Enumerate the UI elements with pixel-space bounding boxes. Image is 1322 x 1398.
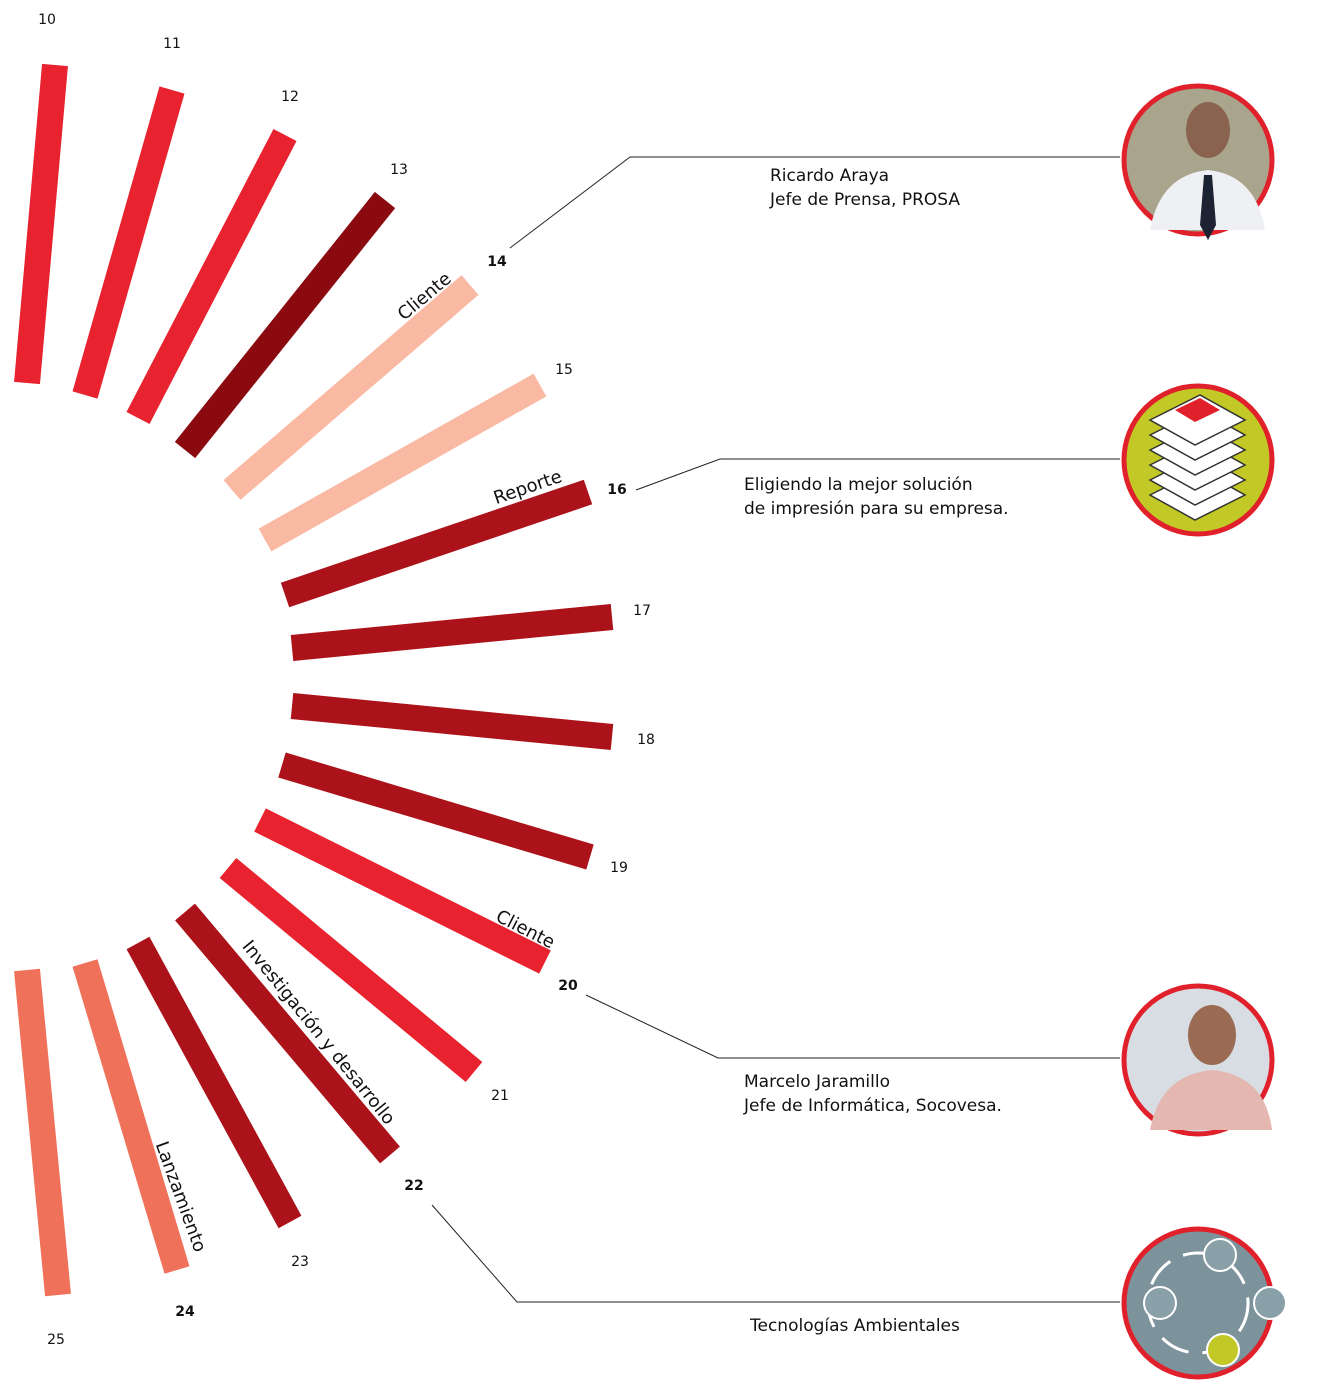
page-number: 17 (633, 603, 651, 619)
page-number: 23 (291, 1254, 309, 1270)
toc-diagram: 10111213141516171819202122232425ClienteR… (0, 0, 1322, 1398)
section-bar (292, 617, 612, 648)
page-number: 21 (491, 1088, 509, 1104)
callout-text: Jefe de Informática, Socovesa. (743, 1096, 1002, 1116)
section-bar (292, 706, 612, 737)
page-number: 20 (558, 978, 578, 994)
callout-text: Tecnologías Ambientales (749, 1316, 960, 1336)
page-number: 13 (390, 162, 408, 178)
section-bar (185, 200, 385, 450)
page-number: 11 (163, 36, 181, 52)
section-bar (185, 912, 390, 1155)
section-label: Investigación y desarrollo (238, 936, 400, 1129)
labels: 10111213141516171819202122232425ClienteR… (38, 12, 1009, 1348)
callout-text: de impresión para su empresa. (744, 499, 1009, 519)
page-number: 18 (637, 732, 655, 748)
document-icon (1124, 386, 1272, 534)
section-bar (27, 970, 58, 1295)
page-number: 10 (38, 12, 56, 28)
bars (27, 65, 612, 1295)
section-bar (27, 65, 55, 383)
page-number: 12 (281, 89, 299, 105)
photo-icon (1124, 86, 1272, 240)
connector (432, 1205, 1120, 1302)
section-bar (85, 90, 172, 395)
callout-text: Eligiendo la mejor solución (744, 475, 973, 495)
page-number: 19 (610, 860, 628, 876)
callout-text: Marcelo Jaramillo (744, 1072, 890, 1092)
page-number: 15 (555, 362, 573, 378)
photo-icon (1124, 986, 1272, 1134)
page-number: 16 (607, 482, 626, 498)
callout-text: Jefe de Prensa, PROSA (769, 190, 960, 210)
page-number: 24 (175, 1304, 195, 1320)
callout-text: Ricardo Araya (770, 166, 889, 186)
icons (1124, 86, 1286, 1377)
connector (586, 995, 1120, 1058)
environment-icon (1124, 1229, 1286, 1377)
page-number: 22 (404, 1178, 423, 1194)
page-number: 25 (47, 1332, 65, 1348)
page-number: 14 (487, 254, 507, 270)
